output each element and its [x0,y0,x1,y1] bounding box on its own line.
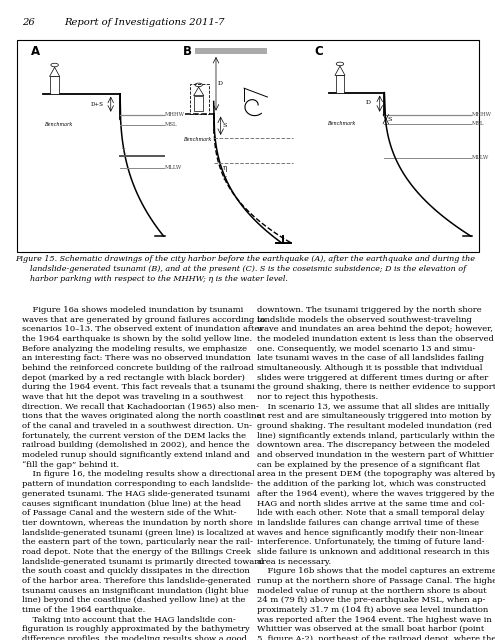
Text: D: D [218,81,223,86]
Text: Benchmark: Benchmark [183,137,212,142]
Circle shape [195,83,202,86]
Text: D: D [365,100,371,105]
Text: 26: 26 [22,18,35,27]
Text: D+S: D+S [90,102,103,107]
Text: Report of Investigations 2011-7: Report of Investigations 2011-7 [64,18,225,27]
Text: MHHW: MHHW [165,112,185,117]
Bar [195,48,267,54]
Text: Benchmark: Benchmark [44,122,72,127]
Text: S: S [223,124,227,128]
Text: MHHW: MHHW [472,112,492,117]
Text: T_: T_ [121,147,127,153]
Polygon shape [194,87,204,95]
Text: B: B [183,45,192,58]
Text: MLLW: MLLW [472,156,489,160]
Text: Figure 15. Schematic drawings of the city harbor before the earthquake (A), afte: Figure 15. Schematic drawings of the cit… [15,255,475,283]
Text: η: η [223,164,227,172]
Bar [336,76,344,93]
Circle shape [336,62,344,66]
Text: downtown. The tsunami triggered by the north shore
landslide models the observed: downtown. The tsunami triggered by the n… [257,306,495,640]
Text: S: S [388,116,392,122]
Text: A: A [31,45,41,58]
Text: Benchmark: Benchmark [327,121,356,126]
Bar [195,95,203,111]
Bar [190,84,209,113]
Text: MLLW: MLLW [165,165,182,170]
Text: C: C [314,45,323,58]
Text: MSL: MSL [165,122,178,127]
Polygon shape [335,66,345,76]
Polygon shape [50,67,60,77]
Circle shape [51,63,58,67]
Text: E: E [223,176,227,181]
Bar [50,77,59,93]
Text: MSL: MSL [472,121,485,126]
Text: Figure 16a shows modeled inundation by tsunami
waves that are generated by groun: Figure 16a shows modeled inundation by t… [22,306,266,640]
